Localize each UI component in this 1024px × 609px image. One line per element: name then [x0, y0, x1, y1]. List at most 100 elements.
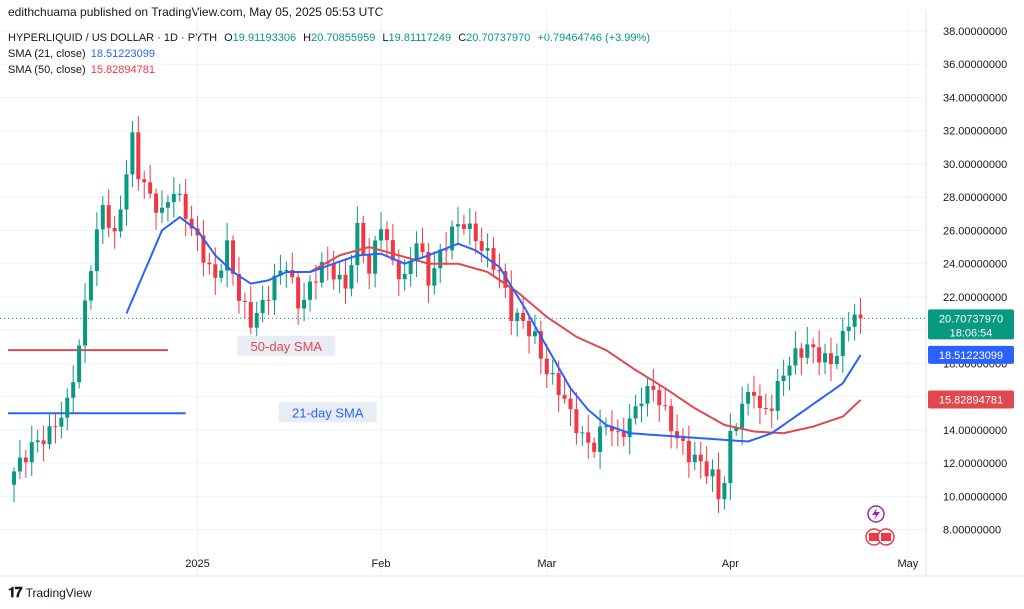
- candle-body: [165, 202, 170, 208]
- annotation-label: 21-day SMA: [292, 405, 364, 420]
- chart-axes: [0, 10, 1024, 577]
- candle-body: [491, 248, 496, 270]
- candle-body: [266, 299, 271, 301]
- candle-body: [65, 397, 70, 418]
- candle-body: [592, 442, 597, 452]
- candle-body: [420, 243, 425, 253]
- candle-body: [17, 457, 22, 472]
- legend-symbol[interactable]: HYPERLIQUID / US DOLLAR · 1D · PYTH: [8, 32, 218, 44]
- candle-body: [59, 417, 64, 427]
- candle-body: [319, 262, 324, 283]
- sma21-price-tag[interactable]: [928, 345, 1014, 364]
- candle-body: [686, 440, 691, 463]
- candle-body: [811, 344, 816, 348]
- legend-low-value: 19.81117249: [388, 32, 452, 44]
- y-axis-labels: 38.00000000 36.00000000 34.00000000 32.0000…: [943, 26, 1007, 537]
- tradingview-brand: TradingView: [25, 585, 92, 600]
- candle-body: [799, 348, 804, 358]
- y-tick-label: 32.00000000: [943, 126, 1007, 138]
- candle-body: [367, 255, 372, 274]
- candlesticks: [12, 116, 863, 513]
- candle-body: [171, 193, 176, 203]
- y-tick-label: 28.00000000: [943, 192, 1007, 204]
- chart-legend: HYPERLIQUID / US DOLLAR · 1D · PYTH O19.…: [8, 30, 650, 78]
- annotation-label: 50-day SMA: [251, 339, 323, 354]
- candle-body: [23, 457, 28, 463]
- candle-body: [213, 264, 218, 278]
- sma-reference-lines: [8, 349, 186, 415]
- candle-body: [130, 132, 135, 175]
- candle-body: [757, 395, 762, 409]
- candle-body: [414, 243, 419, 261]
- candle-body: [675, 431, 680, 439]
- x-tick-label: Apr: [722, 558, 739, 570]
- legend-sma50-value: 15.82894781: [90, 64, 155, 76]
- y-tick-label: 34.00000000: [943, 92, 1007, 104]
- candle-body: [639, 403, 644, 407]
- candle-body: [302, 299, 307, 309]
- candle-body: [272, 275, 277, 301]
- candle-body: [183, 193, 188, 219]
- candle-body: [669, 405, 674, 432]
- candle-body: [698, 454, 703, 462]
- legend-sma50-row[interactable]: SMA (50, close) 15.82894781: [8, 62, 650, 78]
- candle-body: [769, 408, 774, 411]
- candle-body: [331, 263, 336, 280]
- sma50-price-tag[interactable]: [928, 390, 1014, 409]
- tradingview-logo-icon: 𝟏𝟕: [8, 584, 23, 600]
- candle-body: [100, 205, 105, 230]
- candle-body: [562, 395, 567, 399]
- legend-high-label: H: [303, 32, 312, 44]
- candle-body: [355, 223, 360, 266]
- candle-body: [716, 469, 721, 500]
- candle-body: [154, 193, 159, 213]
- legend-sma21-value: 18.51223099: [90, 48, 155, 60]
- candle-body: [290, 270, 295, 278]
- candle-body: [142, 179, 147, 183]
- candle-body: [112, 227, 117, 232]
- candle-body: [438, 249, 443, 269]
- sma50-price-tag-text: 15.82894781: [939, 394, 1003, 406]
- y-tick-label: 12.00000000: [943, 458, 1007, 470]
- candle-body: [752, 391, 756, 396]
- event-icons[interactable]: [865, 505, 895, 546]
- tradingview-footer[interactable]: 𝟏𝟕 TradingView: [8, 584, 92, 601]
- candle-body: [846, 326, 851, 331]
- candle-body: [515, 312, 520, 322]
- legend-sma21-row[interactable]: SMA (21, close) 18.51223099: [8, 46, 650, 62]
- candle-body: [402, 273, 407, 280]
- candle-body: [509, 287, 514, 322]
- candle-body: [29, 442, 34, 463]
- candle-body: [828, 353, 833, 365]
- candle-body: [41, 440, 46, 445]
- annotation-bg: [237, 335, 336, 356]
- candle-body: [207, 262, 212, 265]
- candle-body: [497, 269, 502, 272]
- candle-body: [278, 270, 283, 276]
- candle-body: [337, 274, 342, 280]
- x-tick-label: May: [898, 558, 919, 570]
- candle-body: [284, 270, 289, 272]
- candle-body: [35, 440, 40, 443]
- candle-body: [568, 398, 573, 410]
- last-price-tag-text: 18:06:54: [950, 327, 993, 339]
- legend-sma50-label: SMA (50, close): [8, 64, 86, 76]
- candle-body: [763, 408, 768, 410]
- candle-body: [775, 380, 780, 411]
- candle-body: [94, 229, 99, 272]
- y-tick-label: 36.00000000: [943, 59, 1007, 71]
- last-price-tag[interactable]: [928, 309, 1014, 340]
- candle-body: [88, 271, 93, 301]
- candle-body: [384, 229, 389, 241]
- candle-body: [521, 312, 526, 321]
- candle-body: [651, 385, 656, 390]
- candle-body: [124, 174, 129, 210]
- candle-body: [456, 224, 460, 227]
- candle-body: [556, 373, 561, 396]
- candle-body: [106, 205, 111, 228]
- candle-body: [633, 406, 638, 419]
- candle-body: [313, 281, 318, 283]
- candle-body: [136, 132, 141, 180]
- price-tags: 20.70737970 18:06:54 18.51223099 15.8289478…: [928, 309, 1014, 409]
